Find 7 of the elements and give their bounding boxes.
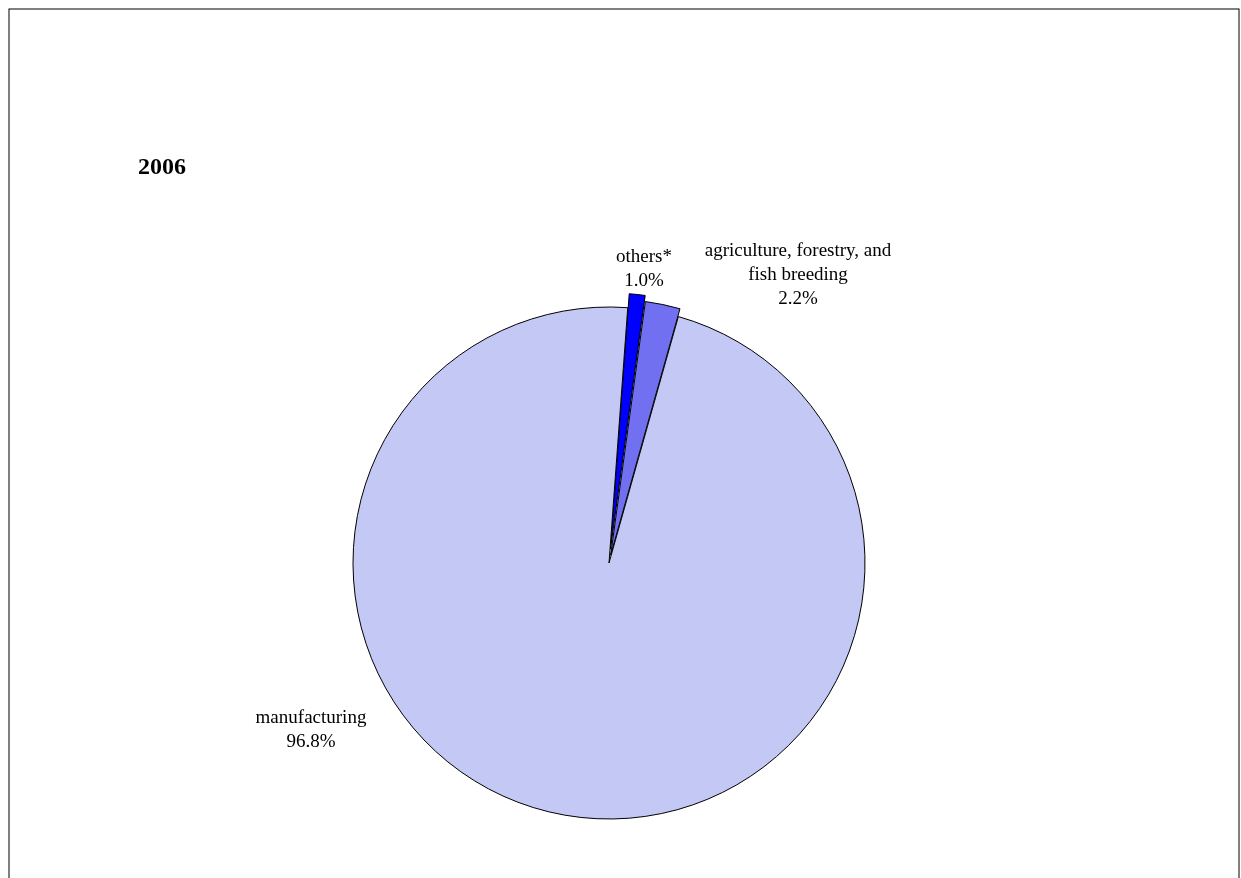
data-label: 1.0% (624, 269, 664, 290)
slice-label: manufacturing (255, 706, 367, 727)
data-label: 96.8% (286, 730, 336, 751)
slice-label: others* (616, 245, 672, 266)
data-label: 2.2% (778, 287, 818, 308)
slice-label: agriculture, forestry, and fish breeding (704, 239, 892, 284)
chart-title: 2006 (138, 153, 186, 179)
